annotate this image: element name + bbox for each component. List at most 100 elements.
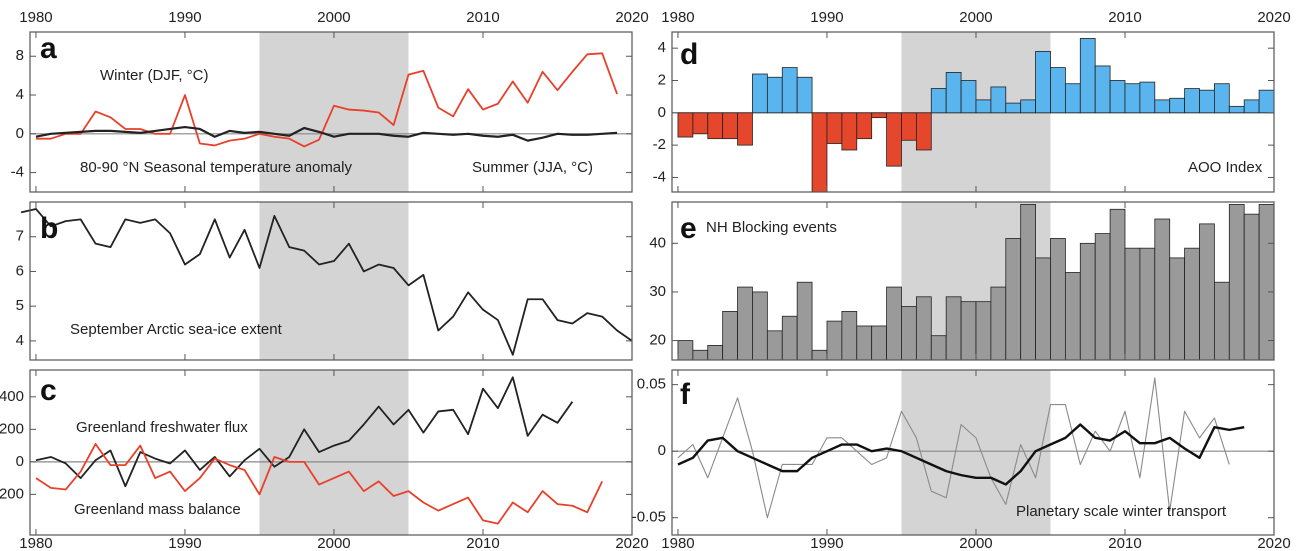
x-tick-label: 1980 — [661, 535, 694, 551]
bar — [1005, 238, 1022, 361]
bar — [1213, 83, 1230, 114]
annotation: 80-90 °N Seasonal temperature anomaly — [80, 159, 352, 176]
bar — [707, 112, 724, 140]
series-line — [677, 377, 1230, 519]
x-tick-label: 2010 — [466, 535, 499, 551]
bar — [1154, 99, 1171, 114]
bar — [796, 281, 813, 361]
series-line — [35, 52, 618, 148]
annotation: September Arctic sea-ice extent — [70, 321, 283, 338]
x-tick-label: 2010 — [466, 9, 499, 26]
bar — [960, 80, 977, 114]
bar — [1228, 105, 1245, 114]
bar — [1094, 233, 1111, 361]
bar — [1050, 67, 1066, 114]
y-tick-label: -2 — [653, 136, 666, 153]
x-tick-label: 1980 — [19, 535, 52, 551]
bar — [871, 325, 887, 361]
annotation: NH Blocking events — [706, 219, 837, 236]
bar — [1213, 281, 1230, 361]
y-tick-label: 0 — [16, 453, 24, 470]
bar — [1035, 257, 1051, 361]
bar — [722, 310, 738, 361]
bar — [737, 112, 753, 146]
series-line — [35, 376, 574, 488]
bar — [1243, 213, 1260, 361]
panel-letter: d — [680, 38, 698, 71]
x-tick-label: 2000 — [317, 535, 350, 551]
y-tick-label: 6 — [16, 262, 24, 279]
bar — [826, 112, 843, 144]
bar — [1020, 204, 1036, 361]
plot-frame — [671, 369, 1275, 536]
bar — [1064, 272, 1081, 361]
bar — [856, 325, 873, 361]
x-tick-label: 2020 — [1257, 535, 1290, 551]
bar — [930, 88, 947, 114]
bar — [1064, 83, 1081, 114]
bar — [1184, 88, 1200, 114]
bar — [1094, 65, 1111, 114]
x-tick-label: 2010 — [1108, 535, 1141, 551]
panel-letter: c — [40, 374, 57, 407]
bar — [737, 286, 753, 361]
series-label: Summer (JJA, °C) — [472, 159, 593, 176]
bar — [722, 112, 738, 140]
y-tick-label: 2 — [658, 71, 666, 88]
bar — [677, 112, 694, 138]
series-label: Greenland mass balance — [74, 501, 241, 518]
bar — [781, 67, 798, 114]
bar — [1079, 242, 1096, 361]
y-tick-label: 4 — [658, 39, 666, 56]
y-tick-label: -4 — [653, 168, 666, 185]
bar — [990, 286, 1007, 361]
bar — [945, 296, 962, 361]
bar — [1005, 102, 1022, 114]
x-tick-label: 2010 — [1108, 9, 1141, 26]
x-tick-label: 2020 — [1257, 9, 1290, 26]
bar — [766, 76, 783, 114]
bar — [871, 112, 887, 119]
bar — [841, 112, 858, 151]
bar — [1169, 97, 1185, 114]
x-tick-label: 1980 — [661, 9, 694, 26]
x-tick-label: 2000 — [959, 535, 992, 551]
bar — [915, 296, 932, 361]
bar — [990, 86, 1007, 114]
bar — [707, 345, 724, 361]
annotation: AOO Index — [1188, 159, 1263, 176]
y-tick-label: 0 — [16, 125, 24, 142]
bar — [886, 112, 902, 167]
bar — [960, 301, 977, 361]
bar — [1050, 238, 1066, 361]
bar — [1124, 247, 1141, 361]
x-tick-label: 1990 — [168, 9, 201, 26]
bar — [1184, 247, 1200, 361]
bar — [811, 112, 828, 193]
plot-frame — [29, 31, 633, 193]
panel-letter: f — [680, 378, 691, 411]
bar — [1258, 89, 1275, 114]
bar — [1243, 99, 1260, 114]
y-tick-label: 4 — [16, 332, 24, 349]
highlight-span — [259, 32, 409, 192]
x-tick-label: 2020 — [615, 535, 648, 551]
y-tick-label: 0.05 — [637, 376, 666, 393]
series-line — [20, 208, 633, 356]
y-tick-label: 40 — [649, 234, 666, 251]
bar — [752, 291, 768, 361]
y-tick-label: -200 — [0, 485, 24, 502]
highlight-span — [901, 370, 1051, 535]
plot-frame — [671, 201, 1275, 361]
y-tick-label: 0 — [658, 442, 666, 459]
series-label: Winter (DJF, °C) — [100, 67, 209, 84]
bar — [886, 286, 902, 361]
bar — [901, 112, 917, 141]
panel-letter: a — [40, 32, 57, 65]
bar — [1109, 80, 1126, 114]
bar — [1020, 99, 1036, 114]
bar — [752, 73, 768, 114]
bar — [826, 320, 843, 361]
y-tick-label: 0 — [658, 104, 666, 121]
